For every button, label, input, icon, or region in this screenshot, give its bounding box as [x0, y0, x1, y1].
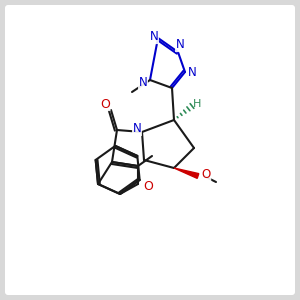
Text: O: O [201, 169, 211, 182]
Text: N: N [133, 122, 141, 136]
Text: N: N [188, 65, 196, 79]
Text: H: H [193, 99, 201, 109]
Text: O: O [100, 98, 110, 110]
Polygon shape [174, 168, 199, 178]
Text: N: N [176, 38, 184, 52]
Text: O: O [143, 179, 153, 193]
Text: N: N [139, 76, 147, 89]
FancyBboxPatch shape [5, 5, 295, 295]
Text: N: N [150, 31, 158, 44]
